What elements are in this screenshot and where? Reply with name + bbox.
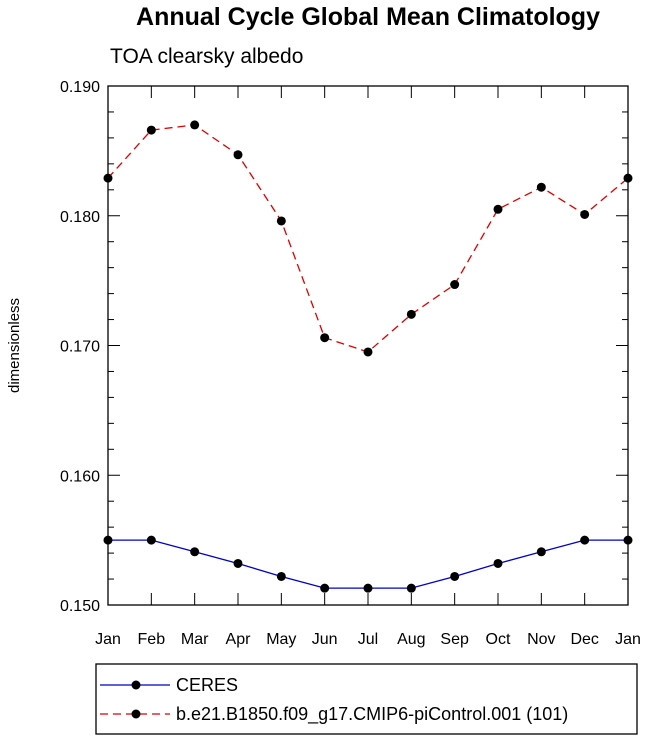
series-0-point [450, 571, 460, 581]
plot-axes: 0.150 0.160 0.170 0.180 0.190 Jan Feb Mar Apr May… [60, 79, 641, 648]
series-0-point [233, 558, 243, 568]
y-tick-label: 0.190 [60, 79, 100, 96]
x-tick-label: Oct [486, 631, 511, 648]
x-tick-label: Jan [615, 631, 641, 648]
series-1-point [320, 333, 330, 343]
x-tick-label: Nov [527, 631, 555, 648]
series-0-point [103, 535, 113, 545]
series-1-point [450, 280, 460, 290]
x-tick-label: Aug [397, 631, 425, 648]
series-1-point [406, 309, 416, 319]
series-0-point [320, 583, 330, 593]
series-1-point [103, 173, 113, 183]
y-tick-label: 0.150 [60, 598, 100, 615]
series-line-0 [108, 539, 628, 589]
series-1-point [536, 182, 546, 192]
series-0-point [536, 547, 546, 557]
series-1-point [233, 150, 243, 160]
x-tick-label: May [266, 631, 296, 648]
y-tick-label: 0.180 [60, 209, 100, 226]
legend-swatch-marker-1 [131, 709, 141, 719]
series-0-point [190, 547, 200, 557]
x-tick-label: Jul [358, 631, 378, 648]
legend-box [95, 663, 638, 735]
series-line-1 [107, 124, 629, 353]
legend-label-1: b.e21.B1850.f09_g17.CMIP6-piControl.001 … [176, 704, 568, 725]
series-1-point [493, 204, 503, 214]
series-1-point [580, 209, 590, 219]
series-1-point [146, 125, 156, 135]
series-layer [103, 120, 633, 593]
series-0-point [580, 535, 590, 545]
legend-swatch-marker-0 [131, 680, 141, 690]
x-tick-label: Feb [138, 631, 166, 648]
series-1-point [363, 347, 373, 357]
x-tick-label: Mar [181, 631, 209, 648]
series-0-point [493, 558, 503, 568]
series-0-point [276, 571, 286, 581]
series-1-point [276, 216, 286, 226]
x-tick-label: Sep [440, 631, 469, 648]
series-1-point [623, 173, 633, 183]
series-0-point [406, 583, 416, 593]
series-0-point [146, 535, 156, 545]
y-tick-label: 0.170 [60, 339, 100, 356]
legend-label-0: CERES [176, 675, 238, 695]
series-0-point [623, 535, 633, 545]
series-0-point [363, 583, 373, 593]
x-tick-label: Jan [95, 631, 121, 648]
legend: CERES b.e21.B1850.f09_g17.CMIP6-piControl… [95, 663, 638, 735]
x-tick-label: Apr [226, 631, 252, 648]
series-1-point [190, 120, 200, 130]
x-tick-label: Jun [312, 631, 338, 648]
chart-title: Annual Cycle Global Mean Climatology [136, 3, 600, 31]
y-tick-label: 0.160 [60, 468, 100, 485]
y-axis-label: dimensionless [6, 298, 23, 393]
x-tick-label: Dec [570, 631, 598, 648]
chart-subtitle: TOA clearsky albedo [110, 45, 303, 68]
plot-frame [107, 85, 629, 606]
